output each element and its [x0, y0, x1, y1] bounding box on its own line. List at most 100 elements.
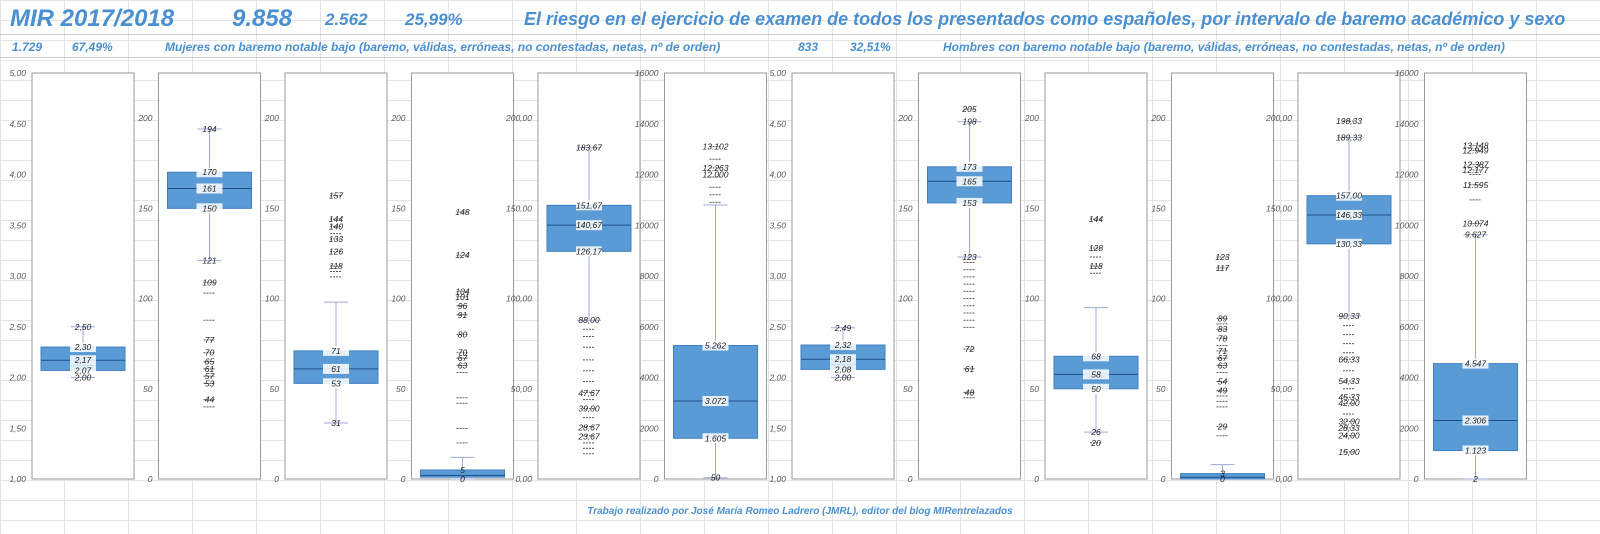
men-subtitle: Hombres con baremo notable bajo (baremo,… [943, 40, 1505, 54]
data-label: 1.123 [1465, 446, 1487, 456]
data-label: 20 [1090, 438, 1101, 448]
boxplot-panel: 0,00 50,00 100,00 150,00 200,00 198,33 189,33 1… [1265, 72, 1401, 484]
data-label: 45,33 [1338, 392, 1360, 402]
y-tick-label: 6000 [640, 322, 659, 332]
y-tick-label: 8000 [640, 271, 659, 281]
y-tick-label: 3,50 [9, 220, 26, 230]
y-tick-label: 1,00 [769, 474, 786, 484]
y-tick-label: 2,50 [8, 322, 26, 332]
data-label: 44 [205, 395, 215, 405]
y-tick-label: 50 [270, 384, 280, 394]
y-tick-label: 150 [391, 203, 405, 213]
data-label: 12.263 [703, 163, 729, 173]
label-background [576, 200, 602, 211]
data-label: 133 [329, 234, 343, 244]
data-label: 15,00 [1338, 447, 1360, 457]
y-tick-label: 200 [1024, 113, 1039, 123]
y-tick-label: 1,50 [769, 423, 786, 433]
data-label: 157 [329, 191, 343, 201]
panel-frame [791, 72, 895, 480]
data-label: 126,17 [576, 246, 602, 256]
boxplot-panel: 1,00 1,50 2,00 2,50 3,00 3,50 4,00 4,50 5,00 2,50… [8, 68, 135, 484]
y-tick-label: 50 [1030, 384, 1040, 394]
data-label: 109 [202, 277, 216, 287]
data-label: 150 [202, 203, 216, 213]
data-label: 5.262 [705, 340, 727, 350]
y-tick-label: 200 [137, 113, 152, 123]
data-label: 140,67 [576, 220, 602, 230]
y-tick-label: 0 [274, 474, 279, 484]
data-label: 31 [331, 418, 341, 428]
data-label: 2,30 [74, 342, 92, 352]
group-percent: 25,99% [405, 10, 463, 29]
y-tick-label: 1,50 [9, 423, 26, 433]
data-label: 118 [1089, 261, 1103, 271]
label-background [1336, 238, 1362, 249]
label-background [1462, 445, 1489, 456]
data-label: 57 [205, 371, 215, 381]
y-tick-label: 150,00 [1266, 203, 1292, 213]
men-percent: 32,51% [850, 40, 891, 54]
data-label: 1.605 [705, 433, 727, 443]
box-iqr [673, 344, 758, 439]
data-label: 28,33 [1337, 423, 1360, 433]
label-background [702, 340, 729, 351]
y-tick-label: 200 [390, 113, 405, 123]
y-tick-label: 0,00 [515, 474, 532, 484]
y-tick-label: 150 [1151, 203, 1165, 213]
data-label: 70 [205, 348, 215, 358]
data-label: 0 [460, 474, 465, 484]
subheader-divider [0, 57, 1600, 58]
y-tick-label: 0 [1161, 474, 1166, 484]
label-background [1336, 190, 1362, 201]
label-background [196, 203, 223, 214]
y-tick-label: 6000 [1400, 322, 1419, 332]
data-label: 49 [1218, 386, 1228, 396]
boxplot-panel: 0 2000 4000 6000 8000 10000 12000 14000 16000 13.… [635, 68, 767, 484]
data-label: 146,33 [1336, 210, 1362, 220]
data-label: 13.102 [703, 142, 729, 152]
y-tick-label: 2,00 [8, 373, 26, 383]
y-tick-label: 150 [898, 203, 912, 213]
data-label: 24,00 [1337, 431, 1360, 441]
y-tick-label: 1,00 [9, 474, 26, 484]
label-background [1083, 369, 1109, 380]
y-tick-label: 3,00 [9, 271, 26, 281]
y-tick-label: 2000 [1399, 423, 1419, 433]
data-label: 170 [202, 167, 216, 177]
data-label: 42,00 [1338, 398, 1360, 408]
data-label: 126 [329, 247, 343, 257]
y-tick-label: 150,00 [506, 203, 532, 213]
data-label: 5 [460, 465, 465, 475]
y-tick-label: 2,50 [768, 322, 786, 332]
y-tick-label: 100 [898, 294, 912, 304]
data-label: 12.949 [1463, 145, 1489, 155]
y-tick-label: 50 [396, 384, 406, 394]
data-label: 101 [455, 292, 469, 302]
data-label: 71 [1218, 346, 1228, 356]
data-label: 72 [965, 344, 975, 354]
data-label: 148 [455, 207, 469, 217]
y-tick-label: 5,00 [769, 68, 786, 78]
data-label: 89 [1218, 313, 1228, 323]
data-label: 50 [1091, 384, 1101, 394]
y-tick-label: 4,50 [769, 119, 786, 129]
total-count: 9.858 [232, 5, 293, 32]
y-tick-label: 100 [1025, 294, 1039, 304]
y-tick-label: 0 [1034, 474, 1039, 484]
data-label: 53 [331, 378, 341, 388]
label-background [1462, 358, 1489, 369]
data-label: 61 [205, 364, 215, 374]
y-tick-label: 12000 [635, 170, 659, 180]
women-percent: 67,49% [72, 40, 113, 54]
y-tick-label: 2000 [639, 423, 659, 433]
y-tick-label: 50,00 [1271, 384, 1293, 394]
label-background [323, 363, 349, 374]
data-label: 2,50 [74, 322, 92, 332]
data-label: 9.627 [1465, 230, 1487, 240]
data-label: 65 [205, 357, 215, 367]
y-tick-label: 200 [1150, 113, 1165, 123]
data-label: 12.177 [1463, 165, 1489, 175]
